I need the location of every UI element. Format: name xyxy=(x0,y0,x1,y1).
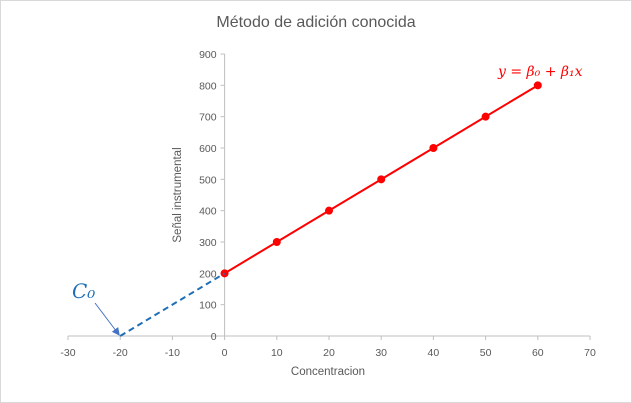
y-tick-label: 300 xyxy=(199,237,217,249)
x-tick-label: 60 xyxy=(532,347,544,359)
y-tick-label: 600 xyxy=(199,143,217,155)
y-tick-label: 700 xyxy=(199,112,217,124)
data-point xyxy=(377,175,386,184)
data-point xyxy=(481,112,490,121)
x-tick-label: 50 xyxy=(480,347,492,359)
x-axis-label: Concentracion xyxy=(291,366,365,378)
x-tick-label: -30 xyxy=(60,347,75,359)
x-tick-label: 70 xyxy=(584,347,596,359)
series-line-1 xyxy=(119,272,226,337)
axes xyxy=(68,54,590,337)
y-tick-label: 200 xyxy=(199,268,217,280)
equation-annotation: y = β₀ + β₁x xyxy=(497,64,583,80)
c0-arrow xyxy=(94,302,120,336)
y-tick-label: 400 xyxy=(199,206,217,218)
x-tick-label: 40 xyxy=(428,347,440,359)
data-point xyxy=(325,206,333,215)
y-tick-labels: 0 100 200 300 400 500 600 700 800 900 xyxy=(199,49,225,343)
y-tick-label: 800 xyxy=(199,80,217,92)
chart-title: Método de adición conocida xyxy=(216,14,415,31)
data-point xyxy=(429,144,438,152)
x-tick-label: 10 xyxy=(271,347,283,359)
data-point xyxy=(272,238,281,246)
data-point xyxy=(533,81,542,90)
series-group xyxy=(119,81,542,337)
y-tick-label: 0 xyxy=(211,331,217,343)
y-tick-label: 100 xyxy=(199,300,217,312)
x-tick-label: 30 xyxy=(375,347,387,359)
y-tick-label: 500 xyxy=(199,174,217,186)
x-tick-label: -20 xyxy=(113,347,128,359)
c0-annotation: C₀ xyxy=(72,279,95,303)
y-tick-label: 900 xyxy=(199,49,217,61)
x-tick-label: 0 xyxy=(222,347,228,359)
x-tick-label: 20 xyxy=(323,347,335,359)
x-tick-label: -10 xyxy=(165,347,180,359)
x-tick-labels: -30 -20 -10 0 10 20 30 40 50 60 70 xyxy=(60,336,596,359)
y-axis-label: Señal instrumental xyxy=(172,147,184,242)
